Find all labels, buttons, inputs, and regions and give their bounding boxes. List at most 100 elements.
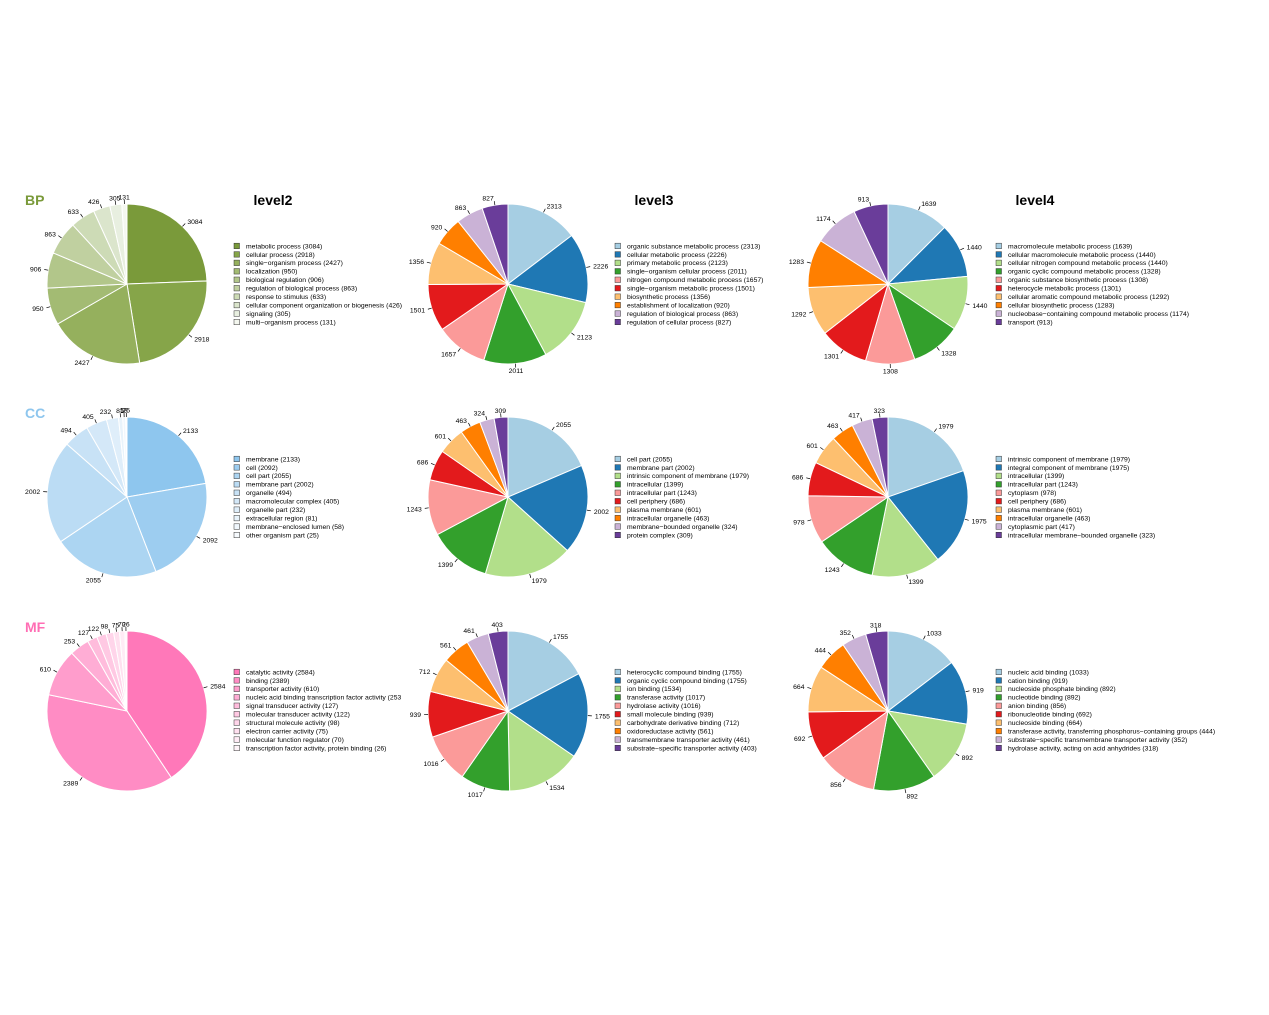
legend-swatch (233, 711, 240, 718)
slice-value-label: 1301 (824, 353, 839, 360)
legend-swatch (995, 481, 1002, 488)
slice-label-tick (467, 210, 470, 214)
column-title-level3: level3 (635, 192, 674, 208)
legend-swatch (233, 532, 240, 538)
pie-slice (484, 496, 569, 578)
slice-label-tick (842, 778, 846, 783)
slice-value-label: 131 (118, 195, 130, 202)
slice-label-tick (114, 200, 117, 205)
slice-label-tick (100, 204, 102, 209)
slice-value-label: 610 (40, 666, 52, 673)
slice-label-tick (965, 303, 970, 306)
slice-label-tick (453, 646, 457, 651)
legend-entry: intracellular organelle (463) (627, 515, 709, 522)
legend-entry: membrane−enclosed lumen (58) (246, 524, 344, 531)
legend-entry: intracellular membrane−bounded organelle… (1008, 532, 1155, 539)
legend-swatch (233, 702, 240, 709)
legend-swatch (995, 285, 1002, 292)
slice-value-label: 1979 (938, 424, 953, 431)
legend-swatch (233, 302, 240, 309)
legend: cell part (2055)membrane part (2002)intr… (614, 455, 749, 539)
slice-label-tick (806, 477, 811, 480)
slice-value-label: 1639 (921, 201, 936, 208)
slice-value-label: 461 (463, 628, 475, 635)
slice-label-tick (440, 758, 445, 762)
legend-swatch (995, 685, 1002, 692)
pie-cc-3: 2055 2002 1979 1399 1243 686 601 463 324 309 cell … (407, 408, 749, 585)
pie-slice (59, 496, 157, 578)
slice-value-label: 463 (827, 423, 839, 430)
slice-label-tick (115, 627, 117, 632)
legend-entry: hydrolase activity (1016) (627, 703, 701, 710)
legend-entry: primary metabolic process (2123) (627, 260, 728, 267)
slice-value-label: 561 (440, 642, 452, 649)
legend-entry: plasma membrane (601) (1008, 507, 1082, 514)
slice-value-label: 1033 (927, 631, 942, 638)
pie-slice (507, 630, 580, 712)
legend-entry: nitrogen compound metabolic process (165… (627, 277, 763, 284)
legend-swatch (995, 464, 1002, 471)
slice-value-label: 305 (109, 195, 121, 202)
legend-entry: cytoplasm (978) (1008, 490, 1056, 497)
slice-value-label: 1174 (816, 216, 831, 223)
legend-swatch (614, 285, 621, 292)
slice-value-label: 863 (455, 205, 467, 212)
slice-label-tick (904, 789, 907, 794)
legend: macromolecule metabolic process (1639) ce… (995, 242, 1189, 326)
legend-entry: single−organism cellular process (2011) (627, 269, 747, 276)
legend-swatch (614, 498, 621, 505)
slice-value-label: 444 (815, 647, 827, 654)
row-label-cc: CC (25, 405, 45, 421)
legend-swatch (614, 711, 621, 718)
legend-entry: cellular process (2918) (246, 252, 315, 259)
legend-entry: transporter activity (610) (246, 686, 319, 693)
slice-label-tick (90, 356, 93, 360)
slice-label-tick (918, 206, 921, 211)
legend-swatch (614, 276, 621, 283)
pie-slice (872, 709, 935, 792)
column-title-level4: level4 (1016, 192, 1055, 208)
legend-swatch (614, 506, 621, 513)
legend-swatch (614, 319, 621, 325)
slice-label-tick (960, 247, 965, 251)
slice-value-label: 1501 (410, 308, 425, 315)
legend-entry: transport (913) (1008, 319, 1053, 326)
legend-entry: carbohydrate derivative binding (712) (627, 720, 739, 727)
slice-value-label: 1975 (972, 519, 987, 526)
legend-entry: membrane (2133) (246, 456, 300, 463)
slice-label-tick (869, 201, 871, 206)
slice-value-label: 1534 (549, 785, 564, 792)
slice-label-tick (839, 427, 843, 432)
legend: metabolic process (3084) cellular process… (233, 242, 402, 326)
legend-swatch (233, 242, 240, 249)
slice-value-label: 3084 (187, 219, 202, 226)
legend-swatch (995, 472, 1002, 479)
legend-swatch (233, 523, 240, 530)
slice-value-label: 75 (112, 622, 120, 629)
slice-value-label: 1243 (407, 506, 422, 513)
legend-entry: cell part (2055) (627, 456, 672, 463)
legend-swatch (233, 498, 240, 505)
legend-swatch (233, 481, 240, 488)
slice-value-label: 978 (793, 519, 805, 526)
slice-value-label: 1399 (908, 579, 923, 586)
legend-entry: cation binding (919) (1008, 678, 1068, 685)
legend-swatch (233, 455, 240, 462)
legend-swatch (614, 464, 621, 471)
legend-swatch (995, 736, 1002, 743)
legend-swatch (995, 719, 1002, 726)
pie-slice (887, 203, 946, 286)
slice-value-label: 2389 (63, 781, 78, 788)
legend-entry: biological regulation (906) (246, 277, 324, 284)
legend-entry: organelle (494) (246, 490, 292, 497)
slice-value-label: 1440 (967, 244, 982, 251)
slice-label-tick (485, 415, 488, 420)
legend-swatch (995, 506, 1002, 513)
legend-swatch (614, 745, 621, 751)
slice-label-tick (827, 651, 832, 656)
legend-swatch (233, 489, 240, 496)
row-label-bp: BP (25, 192, 44, 208)
slice-value-label: 2584 (210, 683, 225, 690)
